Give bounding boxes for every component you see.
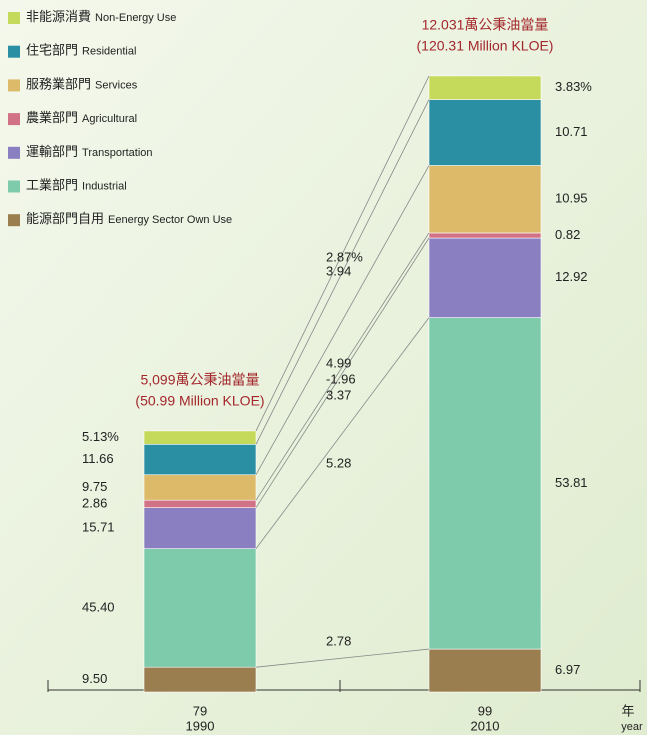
legend-name-en: Non-Energy Use (95, 12, 176, 24)
x-tick-label: 1990 (186, 718, 215, 733)
growth-label: -1.96 (326, 371, 356, 386)
legend-name: 運輸部門 (26, 144, 78, 159)
bar-segment (429, 238, 541, 318)
legend-name-en: Transportation (82, 147, 153, 159)
value-label: 9.50 (82, 671, 107, 686)
value-label: 5.13% (82, 429, 119, 444)
value-label: 0.82 (555, 227, 580, 242)
value-label: 45.40 (82, 599, 115, 614)
bar-segment (144, 667, 256, 692)
legend-swatch (8, 12, 20, 24)
value-label: 53.81 (555, 475, 588, 490)
bar-segment (144, 500, 256, 507)
growth-label: 5.28 (326, 455, 351, 470)
value-label: 15.71 (82, 520, 115, 535)
legend-label: 服務業部門 Services (26, 77, 138, 92)
value-label: 3.83% (555, 79, 592, 94)
value-label: 6.97 (555, 662, 580, 677)
value-label: 2.86 (82, 495, 107, 510)
chart: 年 year 非能源消費 Non-Energy Use 住宅部門 Residentia… (0, 0, 647, 735)
bar-segment (429, 318, 541, 649)
legend-swatch (8, 79, 20, 91)
growth-label: 2.87% (326, 249, 363, 264)
legend-label: 非能源消費 Non-Energy Use (26, 9, 176, 24)
legend-label: 住宅部門 Residential (26, 43, 136, 58)
bar-segment (429, 166, 541, 233)
legend-label: 運輸部門 Transportation (26, 144, 153, 159)
legend-name-en: Services (95, 79, 138, 91)
x-tick-label: 79 (193, 703, 207, 718)
background (0, 0, 647, 735)
x-tick-label: 99 (478, 703, 492, 718)
total-label: (50.99 Million KLOE) (135, 393, 264, 409)
bar-segment (144, 444, 256, 474)
total-label-zh: 12.031萬公秉油當量 (422, 17, 549, 33)
value-label: 9.75 (82, 479, 107, 494)
growth-label: 4.99 (326, 355, 351, 370)
legend-swatch (8, 214, 20, 226)
bar-segment (144, 431, 256, 444)
value-label: 12.92 (555, 269, 588, 284)
legend-name-en: Residential (82, 46, 136, 58)
growth-label: 3.94 (326, 263, 351, 278)
legend-name: 非能源消費 (26, 9, 91, 24)
legend-name-en: Agricultural (82, 113, 137, 125)
x-label-en: year (621, 721, 643, 733)
legend-label: 農業部門 Agricultural (26, 111, 137, 126)
value-label: 11.66 (82, 451, 114, 466)
total-label: (120.31 Million KLOE) (417, 38, 554, 54)
legend-name: 住宅部門 (26, 43, 78, 58)
legend-name: 工業部門 (26, 178, 78, 193)
legend-swatch (8, 113, 20, 125)
total-label-zh: 5,099萬公秉油當量 (140, 372, 259, 388)
legend-swatch (8, 147, 20, 159)
legend-name: 能源部門自用 (26, 212, 104, 227)
x-label: 年 (621, 703, 634, 718)
growth-label: 2.78 (326, 633, 351, 648)
legend-label: 能源部門自用 Eenergy Sector Own Use (26, 212, 232, 227)
value-label: 10.71 (555, 124, 588, 139)
legend-name-en: Industrial (82, 180, 127, 192)
legend-name-en: Eenergy Sector Own Use (108, 214, 232, 226)
bar-segment (144, 549, 256, 668)
legend-swatch (8, 46, 20, 58)
bar-segment (429, 649, 541, 692)
bar-segment (144, 475, 256, 500)
legend-swatch (8, 181, 20, 193)
value-label: 10.95 (555, 191, 588, 206)
bar-segment (429, 233, 541, 238)
legend-label: 工業部門 Industrial (26, 178, 127, 193)
growth-label: 3.37 (326, 387, 351, 402)
x-tick-label: 2010 (471, 718, 500, 733)
bar-segment (429, 100, 541, 166)
legend-name: 服務業部門 (26, 77, 91, 92)
bar-segment (144, 508, 256, 549)
bar-segment (429, 76, 541, 100)
legend-name: 農業部門 (26, 111, 78, 126)
